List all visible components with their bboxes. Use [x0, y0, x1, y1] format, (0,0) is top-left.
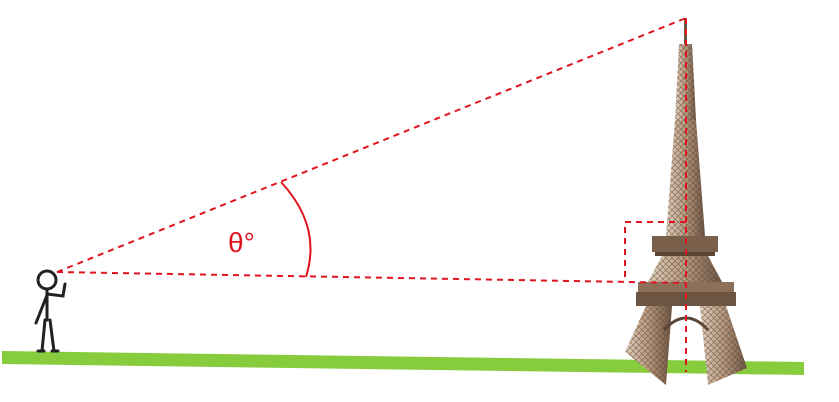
line-of-sight — [56, 17, 687, 273]
person-head — [36, 269, 58, 291]
sight-lines — [56, 17, 687, 372]
angle-arc — [280, 181, 312, 278]
right-angle-square — [624, 221, 686, 281]
ground — [2, 351, 804, 375]
horizontal-line — [56, 271, 687, 284]
angle-label: θ° — [228, 227, 255, 258]
stick-figure-person — [34, 269, 67, 353]
